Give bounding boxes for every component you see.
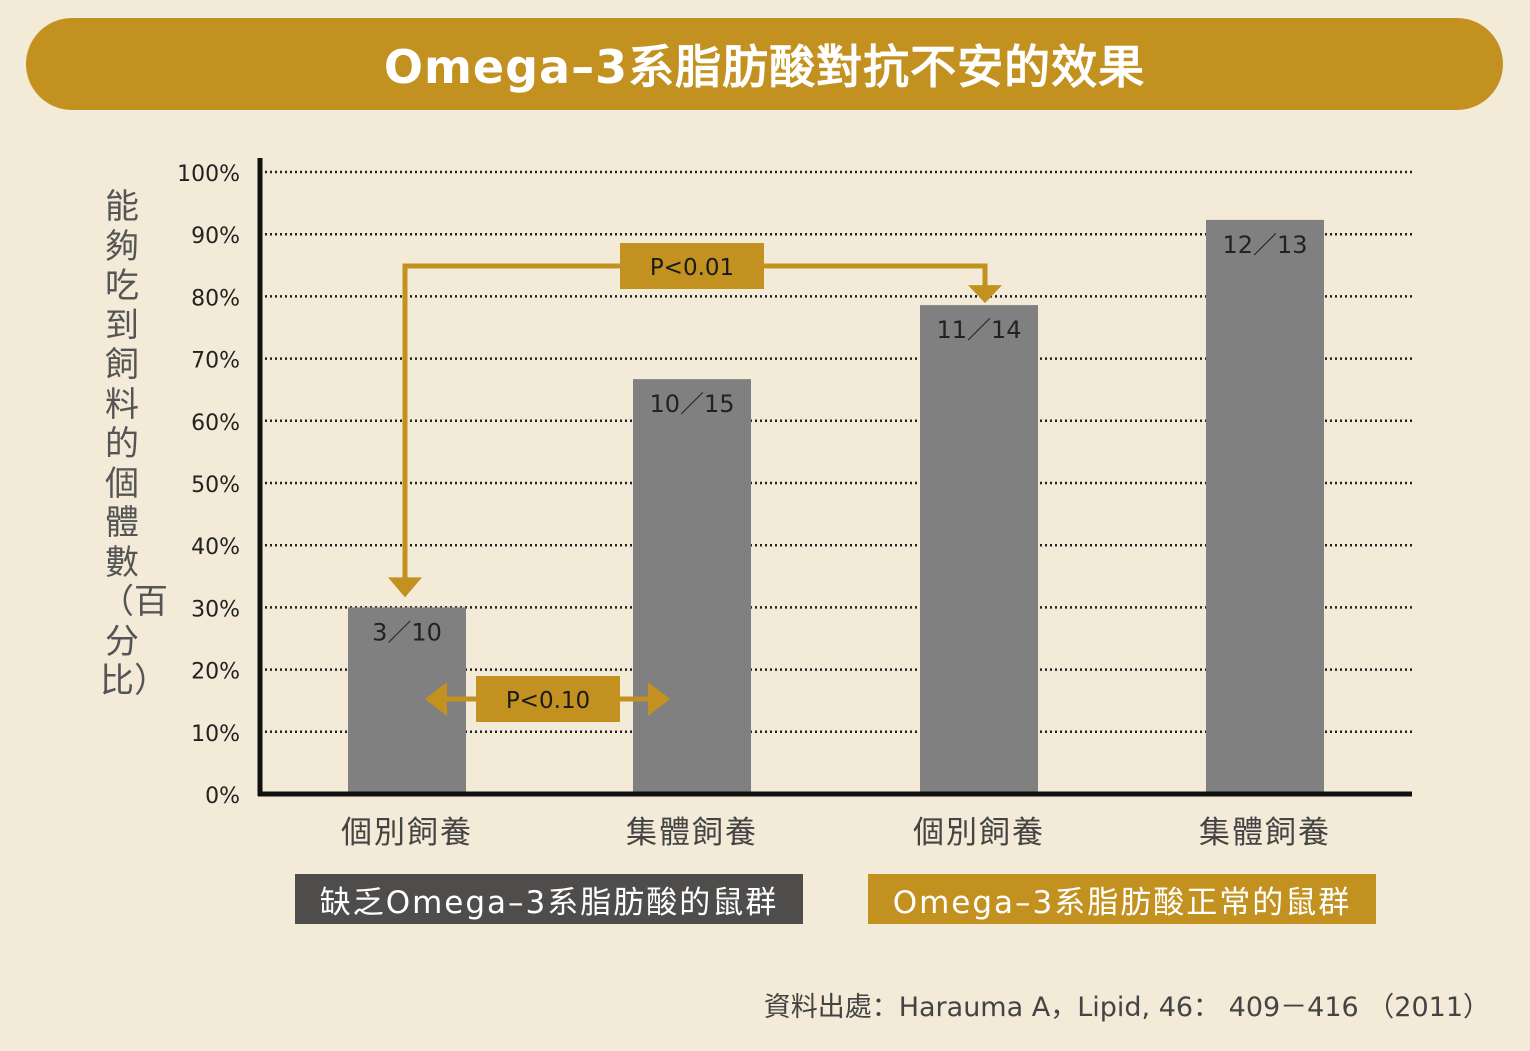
bar — [1206, 219, 1324, 795]
title-banner: Omega–3系脂肪酸對抗不安的效果 — [26, 18, 1503, 110]
y-tick-label: 50% — [191, 473, 240, 498]
bar — [920, 305, 1038, 794]
y-tick-label: 100% — [177, 162, 240, 187]
source-citation: 資料出處：Harauma A，Lipid, 46： 409－416 （2011） — [763, 992, 1490, 1023]
group-label-deficient: 缺乏Omega–3系脂肪酸的鼠群 — [295, 874, 803, 924]
y-tick-label: 60% — [191, 411, 240, 436]
chart-title: Omega–3系脂肪酸對抗不安的效果 — [383, 40, 1146, 94]
y-tick-label: 80% — [191, 286, 240, 311]
p-value-label: P<0.01 — [650, 255, 734, 281]
x-category-label: 集體飼養 — [626, 815, 758, 851]
p-value-box — [620, 243, 764, 289]
bar — [633, 379, 751, 794]
bar-data-label: 3／10 — [372, 618, 442, 646]
x-category-label: 個別飼養 — [913, 815, 1045, 851]
arrowhead-right — [648, 682, 670, 716]
arrowhead-left — [425, 682, 447, 716]
bar-data-label: 11／14 — [936, 316, 1021, 344]
x-category-label: 個別飼養 — [341, 815, 473, 851]
x-category-label: 集體飼養 — [1199, 815, 1331, 851]
y-tick-label: 40% — [191, 535, 240, 560]
group-label-normal: Omega–3系脂肪酸正常的鼠群 — [868, 874, 1376, 924]
y-tick-label: 10% — [191, 722, 240, 747]
y-tick-label: 20% — [191, 660, 240, 685]
arrowhead-down — [388, 577, 422, 598]
y-tick-label: 0% — [205, 784, 240, 809]
y-tick-label: 30% — [191, 597, 240, 622]
y-tick-label: 90% — [191, 224, 240, 249]
arrowhead-down — [968, 285, 1002, 304]
bar-data-label: 12／13 — [1222, 231, 1307, 259]
bar-data-label: 10／15 — [649, 390, 734, 418]
y-tick-label: 70% — [191, 349, 240, 374]
p-value-box — [476, 676, 620, 722]
p-value-label: P<0.10 — [506, 688, 590, 714]
